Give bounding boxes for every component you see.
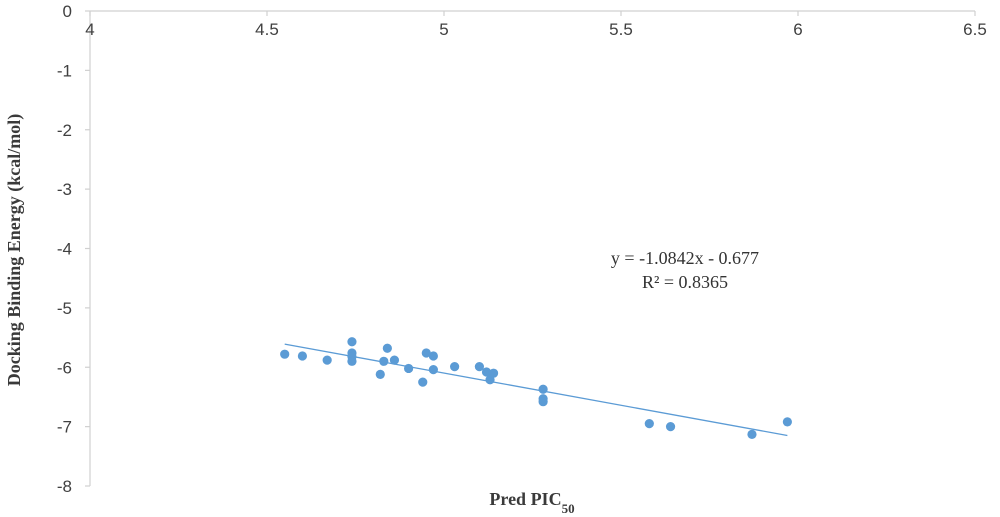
data-point [747, 429, 757, 439]
data-point [382, 343, 392, 353]
data-point [488, 368, 499, 378]
data-point [538, 397, 548, 407]
data-point [428, 351, 438, 361]
y-tick-label: -6 [57, 358, 72, 377]
trendline-r-squared: R² = 0.8365 [642, 272, 728, 292]
x-tick-label: 5.5 [609, 20, 633, 39]
y-tick-label: -7 [57, 418, 72, 437]
data-point [665, 422, 676, 432]
trendline-equation: y = -1.0842x - 0.677 [611, 248, 759, 268]
data-point [450, 362, 460, 372]
data-point [280, 349, 290, 359]
y-ticks: 0 -1 -2 -3 -4 -5 -6 -7 -8 [57, 2, 90, 496]
x-axis-title-main: Pred PIC [489, 489, 561, 509]
y-tick-label: -5 [57, 299, 72, 318]
y-axis-title: Docking Binding Energy (kcal/mol) [4, 114, 25, 387]
data-point [538, 384, 548, 394]
x-axis-title-subscript: 50 [562, 501, 575, 516]
data-point [474, 362, 484, 372]
x-tick-label: 4.5 [255, 20, 279, 39]
y-tick-label: 0 [63, 2, 72, 21]
data-point [782, 417, 792, 427]
x-tick-label: 4 [85, 20, 94, 39]
data-point [375, 369, 385, 379]
y-tick-label: -8 [57, 477, 72, 496]
data-point [428, 365, 438, 375]
data-point [297, 351, 307, 361]
y-tick-label: -1 [57, 61, 72, 80]
data-point [421, 348, 431, 358]
y-tick-label: -2 [57, 121, 72, 140]
data-point [322, 355, 332, 365]
data-point [481, 367, 492, 377]
x-tick-label: 5 [439, 20, 448, 39]
data-point [404, 363, 414, 374]
axes [89, 10, 975, 486]
x-axis-title: Pred PIC50 [489, 489, 574, 516]
trendline [284, 343, 788, 437]
data-point [347, 356, 357, 366]
data-point [379, 356, 389, 366]
x-ticks: 4 4.5 5 5.5 6 6.5 [85, 11, 987, 39]
y-tick-label: -3 [57, 180, 72, 199]
data-point [644, 419, 654, 429]
data-point [418, 377, 428, 387]
x-tick-label: 6 [793, 20, 802, 39]
data-points [280, 337, 792, 439]
data-point [347, 337, 357, 347]
x-tick-label: 6.5 [963, 20, 987, 39]
y-tick-label: -4 [57, 240, 72, 259]
data-point [389, 355, 400, 365]
